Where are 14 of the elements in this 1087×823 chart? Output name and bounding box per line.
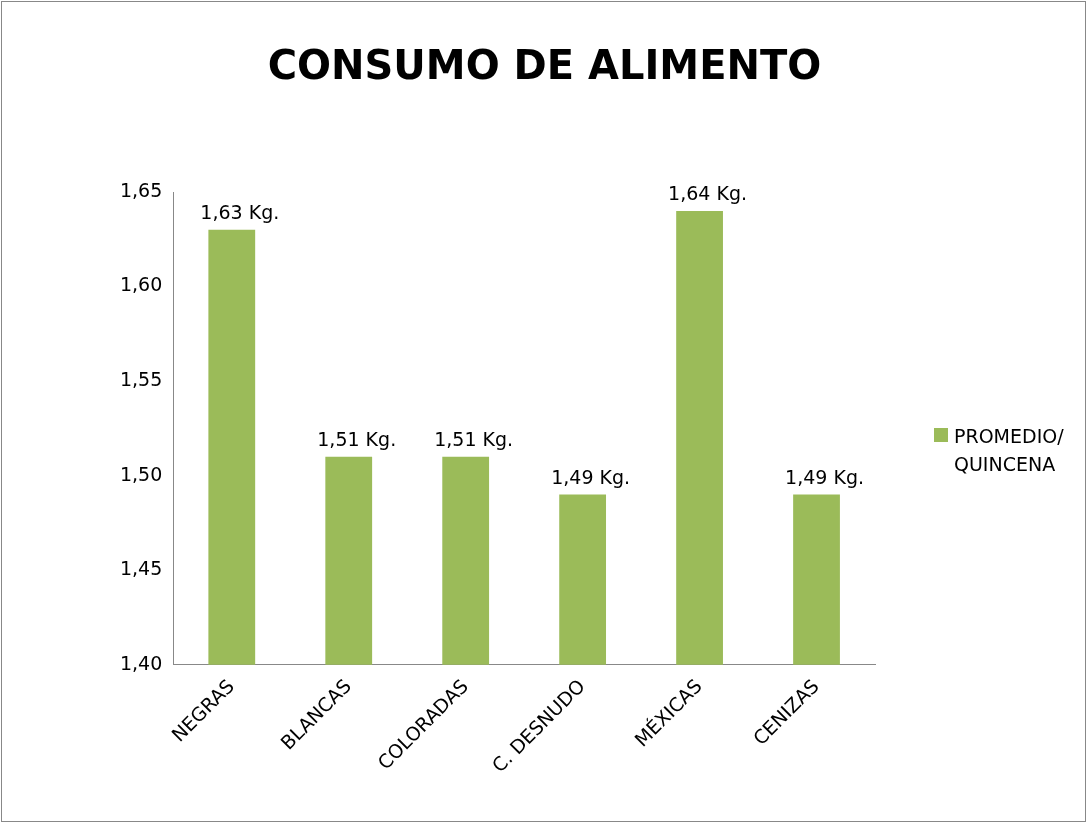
data-label: 1,64 Kg. <box>668 182 748 205</box>
y-tick-label: 1,45 <box>119 557 163 580</box>
data-label: 1,51 Kg. <box>434 428 514 451</box>
data-label: 1,49 Kg. <box>551 466 631 489</box>
y-tick-label: 1,55 <box>119 368 163 391</box>
data-label: 1,63 Kg. <box>200 201 280 224</box>
y-tick-label: 1,50 <box>119 462 163 485</box>
y-tick-label: 1,40 <box>119 651 163 674</box>
y-tick-label: 1,65 <box>119 178 163 201</box>
data-label: 1,51 Kg. <box>317 428 397 451</box>
legend-label: PROMEDIO/ QUINCENA <box>954 424 1064 477</box>
data-label: 1,49 Kg. <box>785 466 864 489</box>
y-tick-label: 1,60 <box>119 273 163 296</box>
chart-title: CONSUMO DE ALIMENTO <box>266 42 823 88</box>
